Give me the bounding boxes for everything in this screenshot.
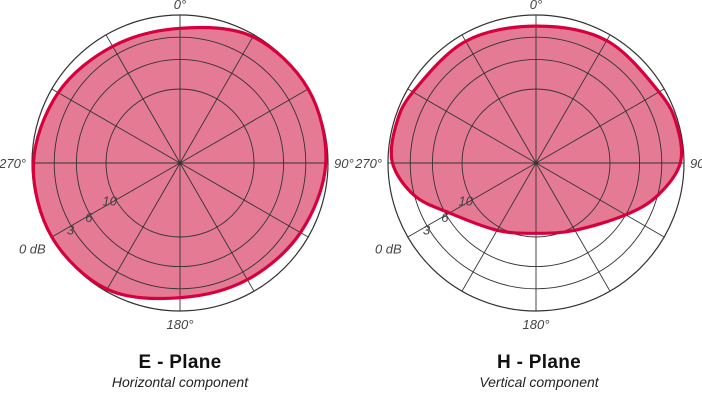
h-plane-grid-spoke	[461, 162, 537, 292]
e-plane-grid-spoke	[179, 162, 309, 238]
e-plane-grid-spoke	[105, 162, 181, 292]
h-plane-ring-label: 3	[423, 222, 431, 237]
e-plane-angle-label: 270°	[0, 156, 26, 171]
h-plane-pattern-outline	[389, 24, 684, 235]
e-plane-angle-label: 0°	[174, 0, 186, 12]
h-plane-grid-spoke	[535, 88, 665, 164]
h-plane-ring-label: 10	[459, 193, 474, 208]
h-plane-grid-spoke	[535, 162, 611, 292]
h-plane-grid-spoke	[461, 34, 537, 164]
h-plane-ring-label: 0 dB	[375, 242, 402, 257]
h-plane-angle-label: 180°	[523, 317, 550, 332]
e-plane-grid-spoke	[51, 88, 181, 164]
e-plane-angle-label: 180°	[167, 317, 194, 332]
h-plane-grid-spoke	[407, 88, 537, 164]
h-plane-polar-chart: 0° 90° 180° 270° 0 dB 36 10	[354, 0, 702, 332]
e-plane-grid-spoke	[179, 162, 255, 292]
h-plane-angle-label: 90°	[690, 156, 702, 171]
h-plane-grid-spoke	[535, 162, 665, 238]
h-plane-ring-label: 6	[441, 210, 449, 225]
e-plane-ring-label: 10	[103, 193, 118, 208]
h-plane-subtitle: Vertical component	[479, 374, 599, 390]
h-plane-grid-spoke	[535, 34, 611, 164]
e-plane-subtitle: Horizontal component	[111, 374, 249, 390]
e-plane-grid-spoke	[105, 34, 181, 164]
e-plane-ring-label: 3	[67, 222, 75, 237]
e-plane-ring-label: 6	[85, 210, 93, 225]
e-plane-ring-label: 0 dB	[19, 242, 46, 257]
e-plane-polar-chart: 0° 90° 180° 270° 0 dB 36 10	[0, 0, 354, 332]
h-plane-angle-label: 0°	[530, 0, 542, 12]
e-plane-title: E - Plane	[138, 352, 222, 373]
e-plane-angle-label: 90°	[334, 156, 354, 171]
e-plane-grid-spoke	[179, 34, 255, 164]
e-plane-grid-spoke	[51, 162, 181, 238]
e-plane-pattern-outline	[31, 25, 328, 301]
e-plane-grid-spoke	[179, 88, 309, 164]
h-plane-title: H - Plane	[497, 352, 581, 373]
h-plane-grid-spoke	[407, 162, 537, 238]
h-plane-angle-label: 270°	[354, 156, 382, 171]
